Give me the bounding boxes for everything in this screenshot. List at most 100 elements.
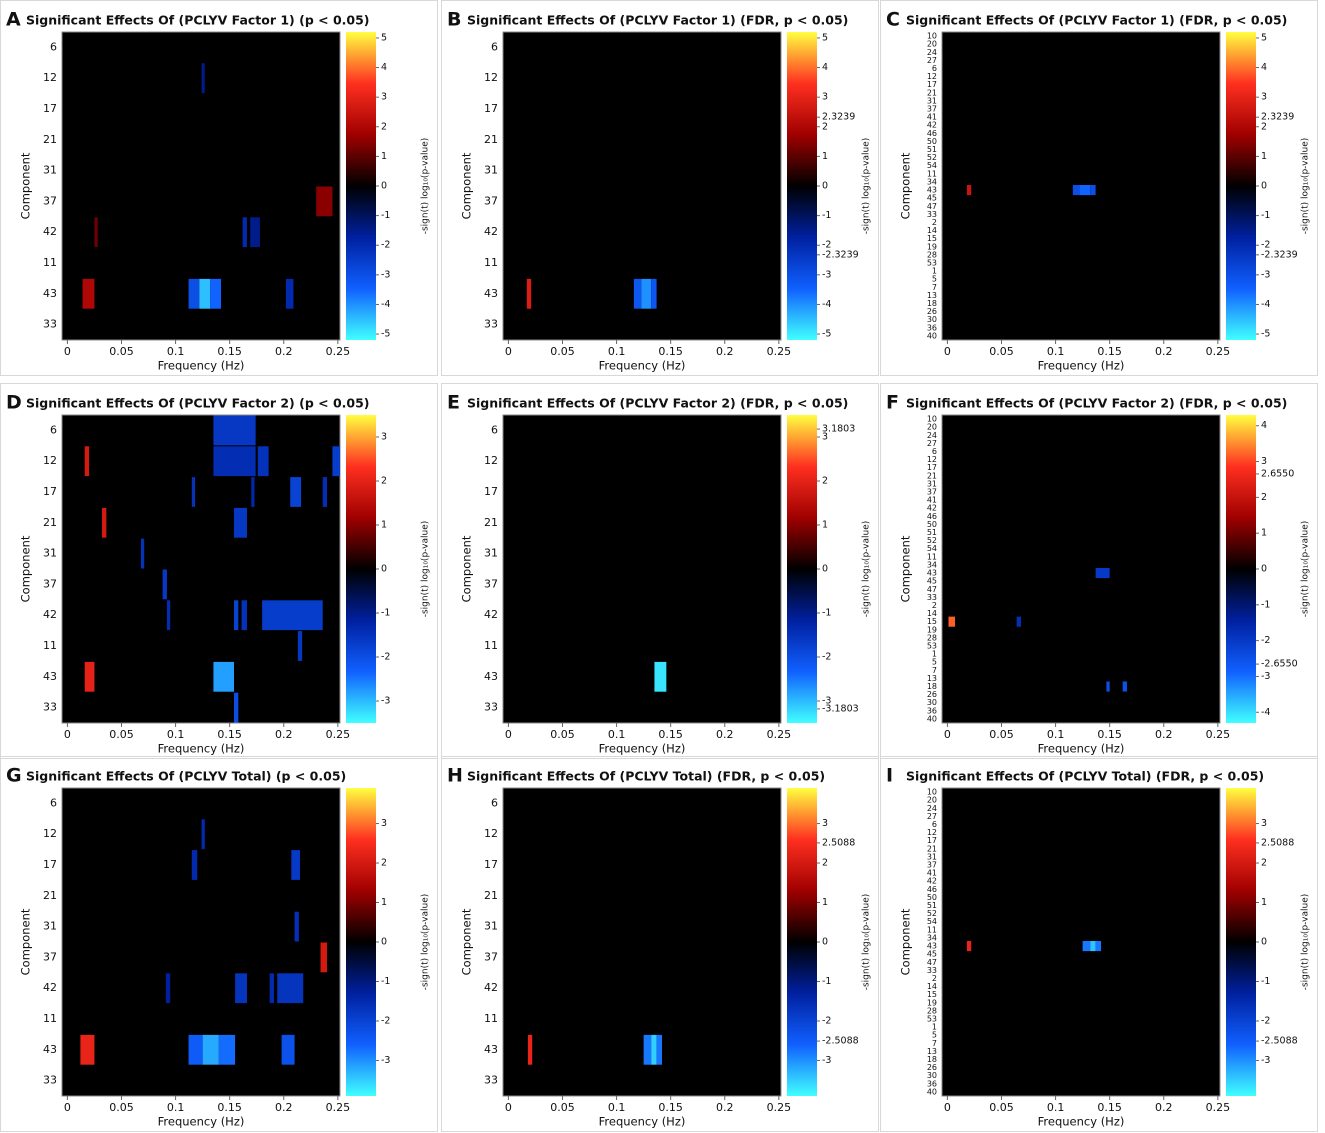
heatmap-cell (1079, 185, 1091, 196)
y-tick-label: 37 (43, 950, 57, 963)
x-tick-label: 0.15 (658, 345, 683, 358)
heatmap-cell (140, 538, 145, 569)
y-tick-label: 33 (484, 1074, 498, 1087)
colorbar-tick-label: -4 (1261, 299, 1270, 310)
panel-border (0, 756, 438, 1132)
x-tick-label: 0 (505, 1101, 512, 1114)
y-tick-label: 42 (927, 121, 937, 130)
colorbar (1226, 788, 1256, 1096)
x-axis-label: Frequency (Hz) (158, 1115, 245, 1129)
y-tick-label: 18 (927, 682, 937, 691)
colorbar-tick-label: -1 (822, 608, 831, 619)
x-tick-label: 0.05 (989, 345, 1014, 358)
colorbar-tick-label: -1 (381, 608, 390, 619)
colorbar-tick-label: -2.6550 (1261, 659, 1298, 670)
y-tick-label: 50 (927, 137, 937, 146)
y-tick-label: 20 (927, 796, 937, 805)
y-axis-label: Component (19, 908, 33, 975)
y-axis-label: Component (899, 535, 913, 602)
y-tick-label: 11 (927, 925, 937, 934)
x-tick-label: 0 (944, 728, 951, 741)
x-tick-label: 0.15 (217, 1101, 242, 1114)
chart-title: Significant Effects Of (PCLYV Factor 1) … (467, 13, 848, 28)
y-tick-label: 11 (484, 256, 498, 269)
y-tick-label: 21 (927, 88, 937, 97)
colorbar-tick-label: 1 (822, 897, 828, 908)
x-tick-label: 0.2 (716, 345, 734, 358)
heatmap-cell (656, 1034, 663, 1065)
y-tick-label: 51 (927, 901, 937, 910)
y-tick-label: 54 (927, 161, 937, 170)
y-tick-label: 41 (927, 496, 937, 505)
colorbar-tick-label: 3 (381, 92, 387, 103)
y-tick-label: 33 (484, 318, 498, 331)
y-tick-label: 1 (932, 1023, 937, 1032)
y-tick-label: 33 (484, 701, 498, 714)
panel: B Significant Effects Of (PCLYV Factor 1)… (441, 0, 879, 376)
colorbar-tick-label: 0 (381, 564, 387, 575)
y-tick-label: 11 (43, 1012, 57, 1025)
x-tick-label: 0.25 (326, 728, 351, 741)
panel: E Significant Effects Of (PCLYV Factor 2)… (441, 383, 879, 759)
colorbar-tick-label: 3 (822, 818, 828, 829)
y-tick-label: 20 (927, 40, 937, 49)
colorbar-tick-label: 2.3239 (822, 112, 855, 123)
y-tick-label: 36 (927, 1079, 937, 1088)
colorbar-tick-label: 1 (381, 151, 387, 162)
colorbar-tick-label: -2 (381, 1015, 390, 1026)
y-tick-label: 2 (932, 974, 937, 983)
y-tick-label: 17 (43, 485, 57, 498)
y-tick-label: 12 (927, 455, 937, 464)
colorbar-label: -sign(t) log₁₀(p-value) (862, 521, 872, 618)
heatmap-cell (322, 477, 328, 507)
y-tick-label: 41 (927, 869, 937, 878)
y-tick-label: 34 (927, 560, 937, 569)
colorbar (787, 788, 817, 1096)
x-tick-label: 0.25 (326, 1101, 351, 1114)
y-tick-label: 43 (927, 569, 937, 578)
colorbar-tick-label: 3 (822, 92, 828, 103)
colorbar-tick-label: 1 (822, 520, 828, 531)
x-tick-label: 0.1 (167, 345, 185, 358)
x-tick-label: 0.05 (550, 1101, 575, 1114)
y-tick-label: 33 (43, 1074, 57, 1087)
y-tick-label: 12 (43, 827, 57, 840)
x-tick-label: 0.2 (1155, 345, 1173, 358)
y-tick-label: 31 (927, 852, 937, 861)
y-tick-label: 5 (932, 275, 937, 284)
colorbar-tick-label: 2 (1261, 858, 1267, 869)
colorbar (787, 415, 817, 723)
y-tick-label: 11 (927, 552, 937, 561)
y-tick-label: 45 (927, 950, 937, 959)
colorbar-tick-label: 2 (1261, 492, 1267, 503)
heatmap-cell (233, 600, 239, 631)
colorbar-tick-label: -3 (822, 696, 831, 707)
colorbar-tick-label: 3 (1261, 456, 1267, 467)
y-tick-label: 21 (484, 889, 498, 902)
heatmap-cell (213, 415, 256, 446)
y-tick-label: 15 (927, 234, 937, 243)
panel: G Significant Effects Of (PCLYV Total) (p… (0, 756, 438, 1132)
x-tick-label: 0 (505, 728, 512, 741)
y-tick-label: 30 (927, 1071, 937, 1080)
x-axis-label: Frequency (Hz) (158, 742, 245, 756)
plot-area (941, 414, 1221, 724)
y-tick-label: 31 (484, 920, 498, 933)
plot-area (941, 787, 1221, 1097)
y-tick-label: 40 (927, 1087, 937, 1096)
y-tick-label: 13 (927, 291, 937, 300)
heatmap-cell (242, 217, 247, 248)
y-tick-label: 28 (927, 250, 937, 259)
y-tick-label: 42 (43, 225, 57, 238)
y-tick-label: 28 (927, 1006, 937, 1015)
heatmap-cell (332, 446, 340, 477)
colorbar-tick-label: 0 (381, 937, 387, 948)
x-tick-label: 0.05 (550, 728, 575, 741)
heatmap-cell (188, 1034, 203, 1065)
y-tick-label: 10 (927, 788, 937, 797)
heatmap-cell (320, 942, 328, 973)
y-tick-label: 17 (484, 485, 498, 498)
colorbar-tick-label: -3 (1261, 671, 1270, 682)
y-tick-label: 31 (43, 547, 57, 560)
x-tick-label: 0.15 (658, 728, 683, 741)
